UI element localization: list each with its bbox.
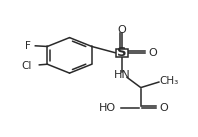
Text: Cl: Cl bbox=[22, 61, 32, 71]
Text: HN: HN bbox=[113, 70, 130, 80]
Text: O: O bbox=[117, 25, 126, 35]
Bar bbox=[116, 49, 128, 57]
Text: O: O bbox=[160, 103, 168, 113]
Text: F: F bbox=[25, 41, 31, 51]
Text: O: O bbox=[148, 48, 157, 58]
Text: S: S bbox=[117, 46, 127, 59]
Text: CH₃: CH₃ bbox=[160, 76, 179, 86]
Text: HO: HO bbox=[99, 103, 116, 113]
